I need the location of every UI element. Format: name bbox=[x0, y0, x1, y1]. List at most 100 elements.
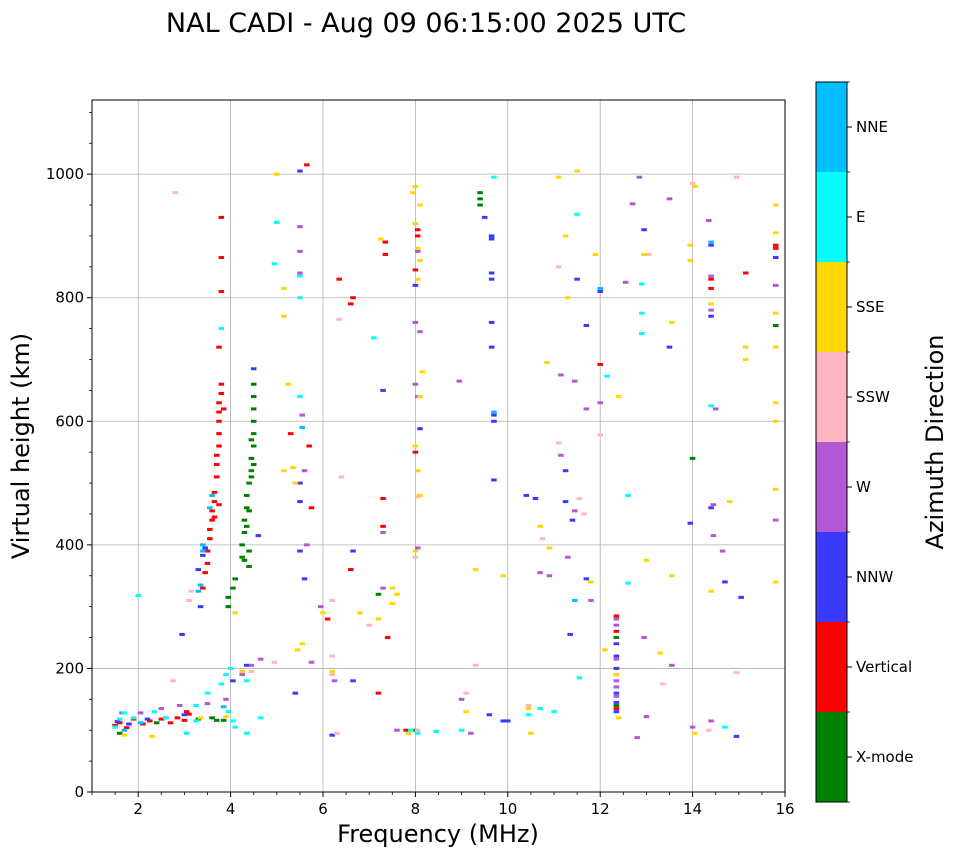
echo-mark-ssw bbox=[188, 589, 195, 593]
echo-mark-sse bbox=[417, 395, 423, 399]
echo-mark-vertical bbox=[306, 444, 312, 448]
echo-mark-vertical bbox=[613, 707, 620, 711]
echo-mark-ssw bbox=[555, 441, 562, 445]
echo-mark-vertical bbox=[167, 721, 174, 725]
echo-mark-nnw bbox=[488, 234, 495, 238]
echo-mark-e bbox=[135, 594, 141, 598]
echo-mark-x-mode bbox=[230, 586, 236, 590]
echo-mark-sse bbox=[394, 592, 400, 596]
echo-mark-w bbox=[588, 598, 594, 602]
echo-mark-vertical bbox=[213, 453, 220, 457]
echo-mark-sse bbox=[772, 345, 779, 349]
echo-mark-nnw bbox=[197, 605, 204, 609]
echo-mark-vertical bbox=[218, 256, 225, 260]
echo-mark-vertical bbox=[742, 271, 749, 275]
echo-mark-w bbox=[613, 679, 620, 683]
echo-mark-sse bbox=[669, 574, 675, 578]
echo-mark-nnw bbox=[574, 277, 580, 281]
echo-mark-ssw bbox=[581, 512, 587, 516]
echo-mark-sse bbox=[412, 222, 419, 226]
echo-mark-ssw bbox=[338, 475, 345, 479]
echo-mark-w bbox=[301, 469, 308, 473]
echo-mark-e bbox=[625, 493, 631, 497]
echo-mark-vertical bbox=[200, 586, 206, 590]
echo-mark-sse bbox=[643, 558, 650, 562]
echo-mark-ssw bbox=[576, 497, 583, 501]
echo-mark-w bbox=[708, 274, 714, 278]
echo-mark-w bbox=[629, 202, 636, 206]
echo-mark-sse bbox=[772, 203, 779, 207]
echo-mark-e bbox=[625, 581, 631, 585]
echo-mark-nne bbox=[195, 589, 202, 593]
echo-mark-w bbox=[613, 694, 620, 698]
echo-mark-e bbox=[639, 282, 645, 286]
echo-mark-e bbox=[297, 395, 303, 399]
echo-mark-vertical bbox=[216, 419, 222, 423]
echo-mark-vertical bbox=[375, 691, 382, 695]
grid-lines bbox=[92, 100, 785, 792]
echo-mark-sse bbox=[615, 716, 622, 720]
echo-mark-vertical bbox=[412, 268, 419, 272]
echo-mark-vertical bbox=[597, 362, 603, 366]
echo-mark-e bbox=[525, 713, 532, 717]
echo-mark-nnw bbox=[613, 666, 620, 670]
echo-mark-w bbox=[299, 413, 305, 417]
echo-mark-vertical bbox=[414, 228, 421, 232]
echo-mark-nnw bbox=[350, 549, 356, 553]
echo-mark-vertical bbox=[216, 401, 222, 405]
echo-mark-w bbox=[137, 711, 144, 715]
echo-mark-e bbox=[227, 666, 234, 670]
echo-mark-nnw bbox=[195, 568, 202, 572]
echo-mark-nnw bbox=[613, 642, 620, 646]
colorbar-segment bbox=[816, 442, 847, 532]
echo-mark-sse bbox=[121, 733, 128, 737]
echo-mark-e bbox=[574, 212, 580, 216]
echo-mark-vertical bbox=[350, 296, 356, 300]
echo-mark-sse bbox=[389, 602, 396, 606]
echo-mark-x-mode bbox=[613, 636, 620, 640]
echo-mark-nnw bbox=[597, 290, 603, 294]
echo-mark-nnw bbox=[200, 553, 206, 557]
echo-mark-sse bbox=[414, 277, 421, 281]
echo-mark-w bbox=[223, 697, 229, 701]
echo-mark-w bbox=[412, 320, 419, 324]
echo-mark-x-mode bbox=[375, 592, 382, 596]
echo-mark-sse bbox=[410, 191, 416, 195]
echo-mark-x-mode bbox=[241, 558, 248, 562]
echo-mark-sse bbox=[197, 716, 204, 720]
echo-mark-ssw bbox=[170, 679, 176, 683]
echo-mark-e bbox=[183, 731, 190, 735]
echo-mark-nnw bbox=[297, 549, 303, 553]
echo-mark-x-mode bbox=[250, 419, 257, 423]
echo-mark-nne bbox=[299, 425, 305, 429]
echo-mark-vertical bbox=[112, 723, 118, 727]
echo-mark-vertical bbox=[216, 503, 222, 507]
echo-mark-nnw bbox=[181, 713, 188, 717]
echo-mark-e bbox=[722, 725, 728, 729]
echo-mark-vertical bbox=[202, 571, 208, 575]
colorbar-tick-label: X-mode bbox=[856, 748, 913, 766]
echo-mark-x-mode bbox=[250, 382, 257, 386]
echo-mark-nnw bbox=[708, 243, 714, 247]
echo-mark-ssw bbox=[334, 731, 340, 735]
echo-mark-vertical bbox=[204, 561, 211, 565]
echo-mark-sse bbox=[389, 586, 396, 590]
echo-mark-ssw bbox=[366, 623, 372, 627]
echo-mark-w bbox=[158, 707, 165, 711]
echo-mark-sse bbox=[299, 642, 305, 646]
echo-mark-ssw bbox=[525, 704, 532, 707]
echo-mark-sse bbox=[232, 611, 238, 615]
echo-mark-nnw bbox=[708, 506, 714, 510]
echo-mark-sse bbox=[537, 524, 543, 528]
echo-mark-sse bbox=[417, 493, 423, 497]
echo-mark-sse bbox=[574, 169, 580, 173]
echo-mark-nnw bbox=[412, 283, 419, 287]
echo-mark-nnw bbox=[488, 320, 495, 324]
colorbar-tick-label: SSW bbox=[856, 388, 890, 406]
echo-mark-w bbox=[414, 249, 421, 253]
colorbar-frame bbox=[815, 81, 848, 803]
echo-mark-nne bbox=[200, 543, 206, 547]
y-tick-label: 400 bbox=[55, 536, 84, 554]
echo-mark-ssw bbox=[414, 728, 421, 732]
echo-mark-nne bbox=[572, 598, 578, 602]
